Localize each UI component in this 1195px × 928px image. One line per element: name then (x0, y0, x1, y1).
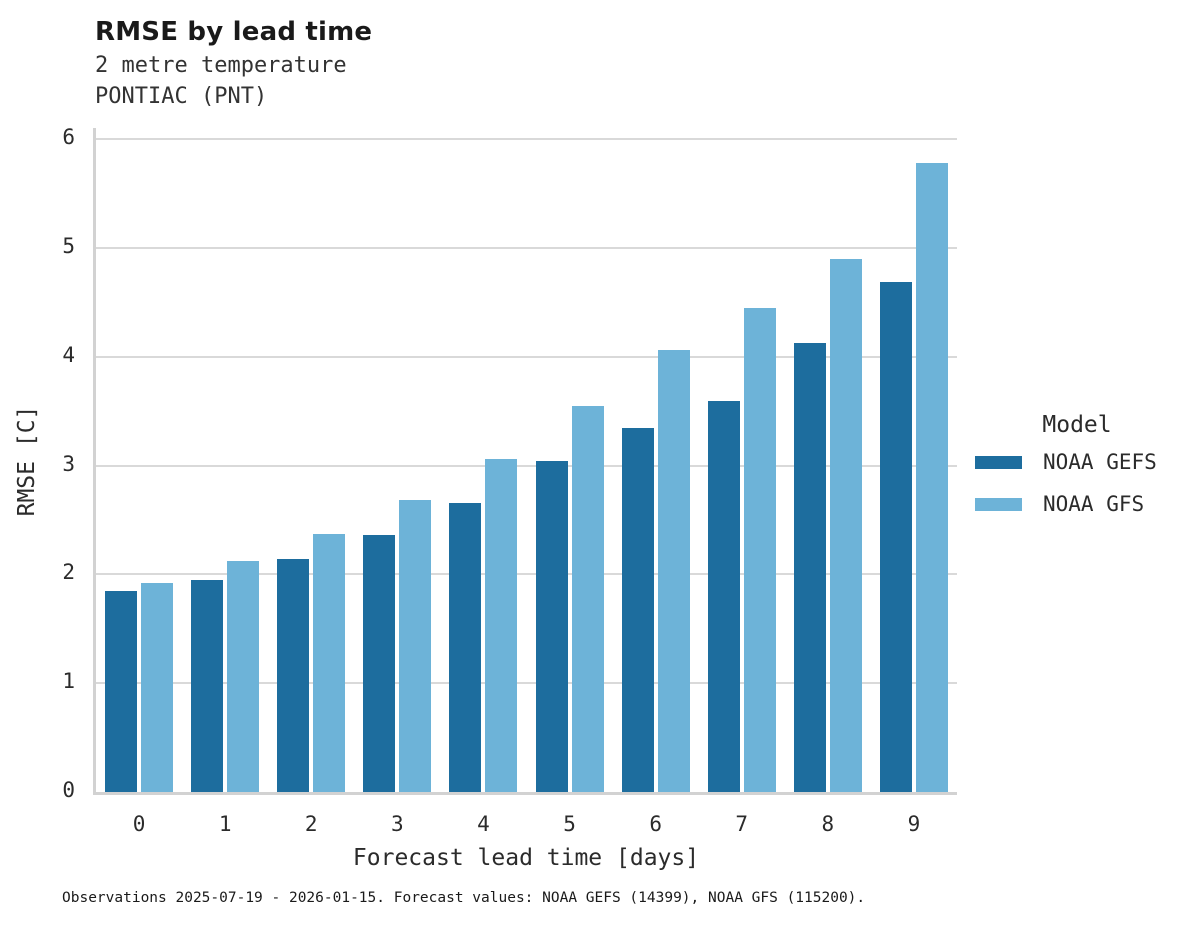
x-tick-label-8: 8 (821, 812, 835, 836)
gridline-y-1 (96, 682, 957, 685)
bar-noaa-gefs-day-4 (449, 502, 482, 792)
x-tick-label-1: 1 (218, 812, 232, 836)
legend-entry-noaa-gefs: NOAA GEFS (972, 450, 1182, 474)
bar-noaa-gfs-day-2 (313, 534, 346, 792)
y-tick-label-1: 1 (62, 669, 75, 694)
x-tick-label-7: 7 (735, 812, 749, 836)
y-tick-label-5: 5 (62, 234, 75, 259)
legend-entries: NOAA GEFS NOAA GFS (972, 450, 1182, 516)
bar-noaa-gfs-day-9 (915, 163, 948, 792)
bar-group-day-9 (871, 128, 957, 792)
legend-swatch-icon (975, 455, 1022, 469)
x-axis-spine (93, 792, 957, 795)
x-tick-label-2: 2 (304, 812, 318, 836)
y-tick-label-3: 3 (62, 451, 75, 476)
gridline-y-4 (96, 355, 957, 358)
bar-noaa-gefs-day-9 (879, 281, 912, 792)
x-tick-label-9: 9 (907, 812, 921, 836)
legend-label: NOAA GEFS (1043, 450, 1157, 474)
bar-noaa-gfs-day-6 (657, 350, 690, 792)
chart-title: RMSE by lead time (95, 17, 373, 47)
bar-group-day-6 (613, 128, 699, 792)
x-tick-label-6: 6 (649, 812, 662, 836)
bar-noaa-gfs-day-0 (141, 583, 174, 792)
legend: Model NOAA GEFS NOAA GFS (972, 412, 1182, 534)
footer-caption: Observations 2025-07-19 - 2026-01-15. Fo… (62, 890, 866, 906)
bar-noaa-gefs-day-7 (707, 401, 740, 792)
bar-noaa-gefs-day-3 (363, 535, 396, 792)
bar-group-day-3 (354, 128, 440, 792)
bar-noaa-gefs-day-6 (621, 427, 654, 792)
bar-group-day-5 (526, 128, 612, 792)
x-tick-label-4: 4 (477, 812, 490, 836)
x-tick-label-5: 5 (563, 812, 576, 836)
chart-subtitle-station: PONTIAC (PNT) (95, 84, 268, 109)
bar-noaa-gfs-day-5 (571, 405, 604, 792)
bar-group-day-2 (268, 128, 354, 792)
gridline-y-2 (96, 573, 957, 576)
bar-noaa-gefs-day-8 (793, 342, 826, 792)
x-tick-label-3: 3 (391, 812, 404, 836)
bar-noaa-gfs-day-7 (743, 307, 776, 792)
bar-noaa-gefs-day-0 (105, 590, 138, 792)
bar-noaa-gfs-day-4 (485, 459, 518, 792)
bar-noaa-gefs-day-1 (191, 579, 224, 792)
bar-group-day-4 (440, 128, 526, 792)
chart-subtitle-variable: 2 metre temperature (95, 53, 347, 78)
y-tick-label-2: 2 (62, 560, 75, 585)
bar-group-day-0 (96, 128, 182, 792)
y-tick-label-4: 4 (62, 342, 75, 367)
bar-noaa-gefs-day-5 (535, 461, 568, 792)
y-tick-label-0: 0 (62, 778, 75, 802)
bar-noaa-gfs-day-3 (399, 500, 432, 792)
plot-area (96, 128, 957, 792)
bar-noaa-gefs-day-2 (277, 559, 310, 792)
bar-group-day-7 (699, 128, 785, 792)
x-axis-title: Forecast lead time [days] (352, 845, 700, 871)
legend-title: Model (1042, 412, 1112, 438)
gridline-y-3 (96, 464, 957, 467)
bar-noaa-gfs-day-1 (227, 561, 260, 792)
y-axis-spine (93, 128, 96, 795)
gridline-y-6 (96, 138, 957, 141)
gridline-y-5 (96, 247, 957, 250)
legend-swatch-icon (975, 497, 1022, 511)
bar-group-day-1 (182, 128, 268, 792)
legend-entry-noaa-gfs: NOAA GFS (972, 492, 1182, 516)
x-tick-label-0: 0 (132, 812, 146, 836)
y-tick-label-6: 6 (62, 125, 75, 150)
bars-layer (96, 128, 957, 792)
legend-label: NOAA GFS (1043, 492, 1145, 516)
bar-group-day-8 (785, 128, 871, 792)
bar-noaa-gfs-day-8 (829, 258, 862, 792)
